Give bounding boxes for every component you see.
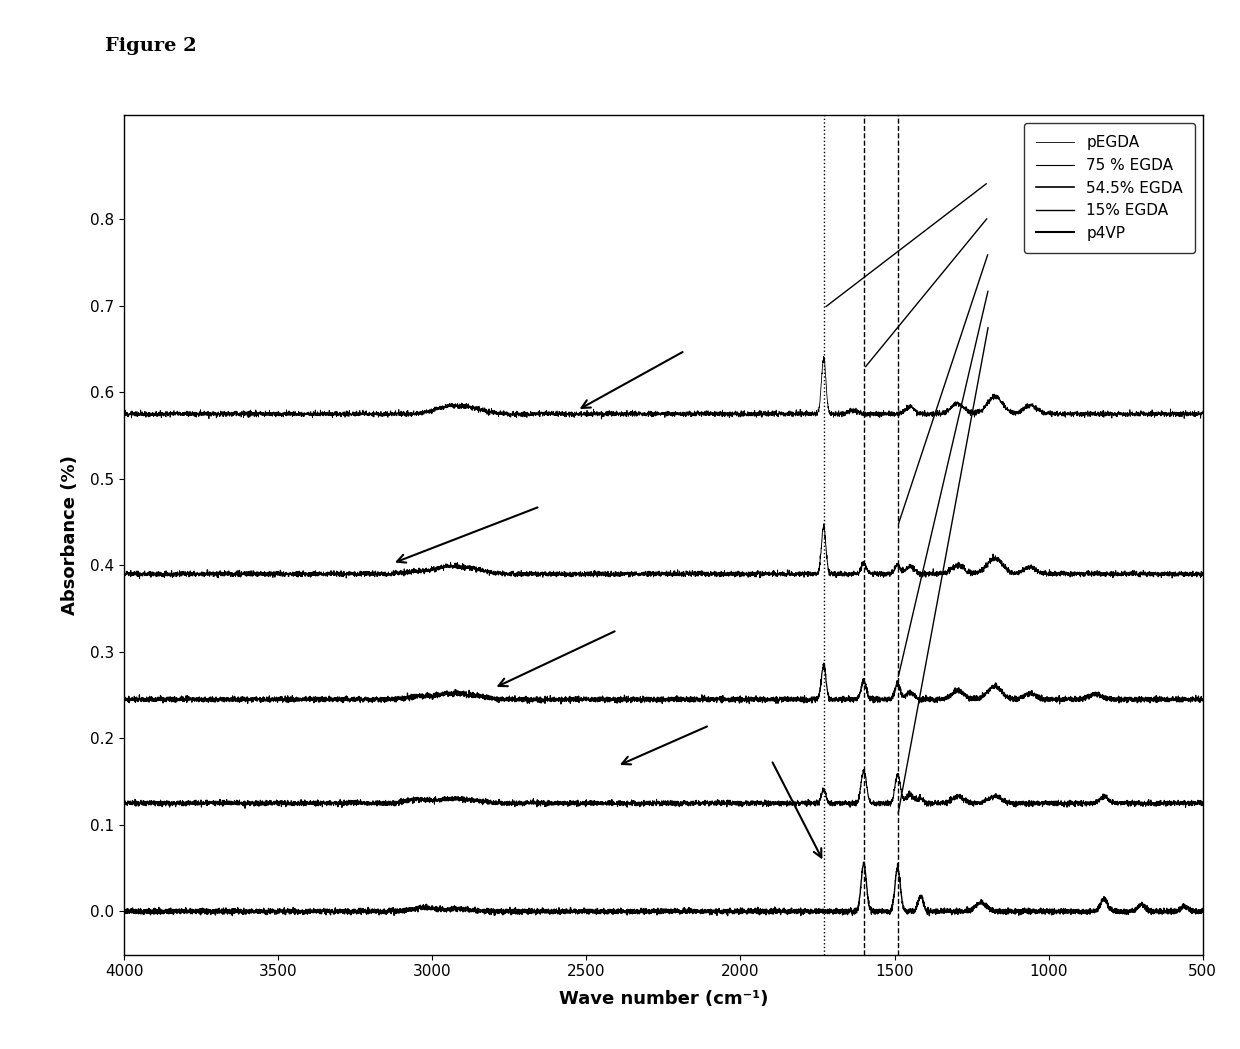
Legend: pEGDA, 75 % EGDA, 54.5% EGDA, 15% EGDA, p4VP: pEGDA, 75 % EGDA, 54.5% EGDA, 15% EGDA, …: [1024, 123, 1195, 253]
Text: Figure 2: Figure 2: [105, 37, 197, 55]
X-axis label: Wave number (cm⁻¹): Wave number (cm⁻¹): [559, 990, 768, 1008]
Y-axis label: Absorbance (%): Absorbance (%): [61, 455, 79, 615]
